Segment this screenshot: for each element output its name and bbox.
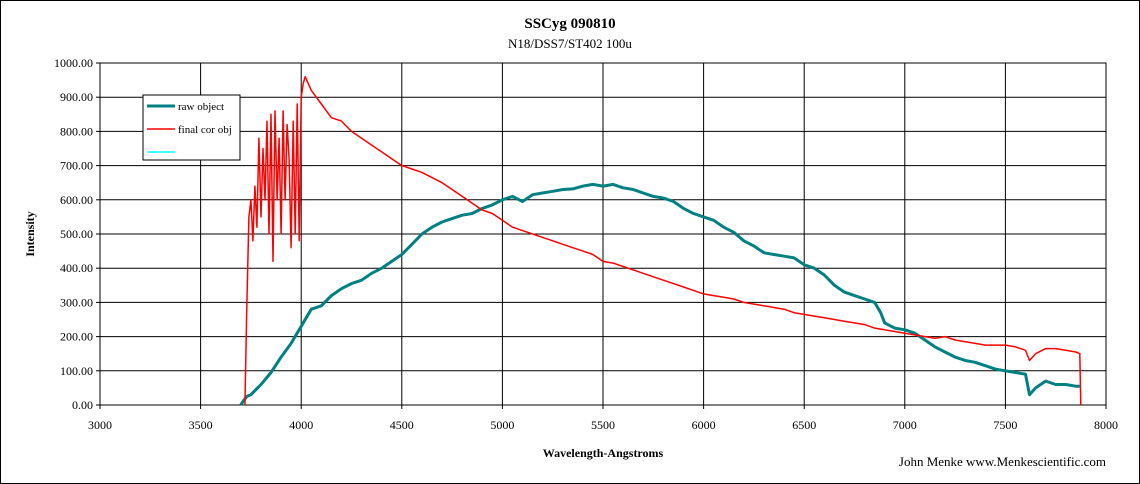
y-tick-label: 500.00 [60,227,93,241]
x-tick-label: 8000 [1094,418,1118,432]
x-tick-label: 4000 [289,418,313,432]
chart-title: SSCyg 090810 [524,16,615,32]
legend: raw object final cor obj [142,94,241,161]
y-tick-label: 300.00 [60,295,93,309]
x-tick-label: 7500 [993,418,1017,432]
legend-label-1: raw object [178,101,224,113]
legend-label-2: final cor obj [178,124,232,136]
x-tick-label: 3500 [189,418,213,432]
y-tick-label: 1000.00 [54,56,93,70]
y-tick-label: 200.00 [60,330,93,344]
x-axis-ticks: 3000 3500 4000 4500 5000 5500 6000 6500 7000 7500… [88,405,1118,432]
y-tick-label: 600.00 [60,193,93,207]
x-tick-label: 6500 [792,418,816,432]
x-axis-label: Wavelength-Angstroms [543,446,664,460]
y-tick-label: 700.00 [60,159,93,173]
y-axis-label: Intensity [23,211,37,256]
credit-text: John Menke www.Menkescientific.com [899,454,1106,469]
y-tick-label: 800.00 [60,124,93,138]
x-tick-label: 7000 [893,418,917,432]
x-tick-label: 4500 [390,418,414,432]
series-lines [239,75,1082,406]
y-axis-ticks: 0.00 100.00 200.00 300.00 400.00 500.00 600.00… [54,56,100,412]
grid-lines [99,62,1107,406]
y-tick-label: 0.00 [72,398,93,412]
y-tick-label: 100.00 [60,364,93,378]
y-tick-label: 900.00 [60,90,93,104]
x-tick-label: 6000 [692,418,716,432]
series-line-2 [244,75,1082,406]
chart-subtitle: N18/DSS7/ST402 100u [508,36,632,51]
x-tick-label: 5500 [591,418,615,432]
x-tick-label: 3000 [88,418,112,432]
x-tick-label: 5000 [490,418,514,432]
y-tick-label: 400.00 [60,261,93,275]
series-line-1 [239,182,1080,406]
